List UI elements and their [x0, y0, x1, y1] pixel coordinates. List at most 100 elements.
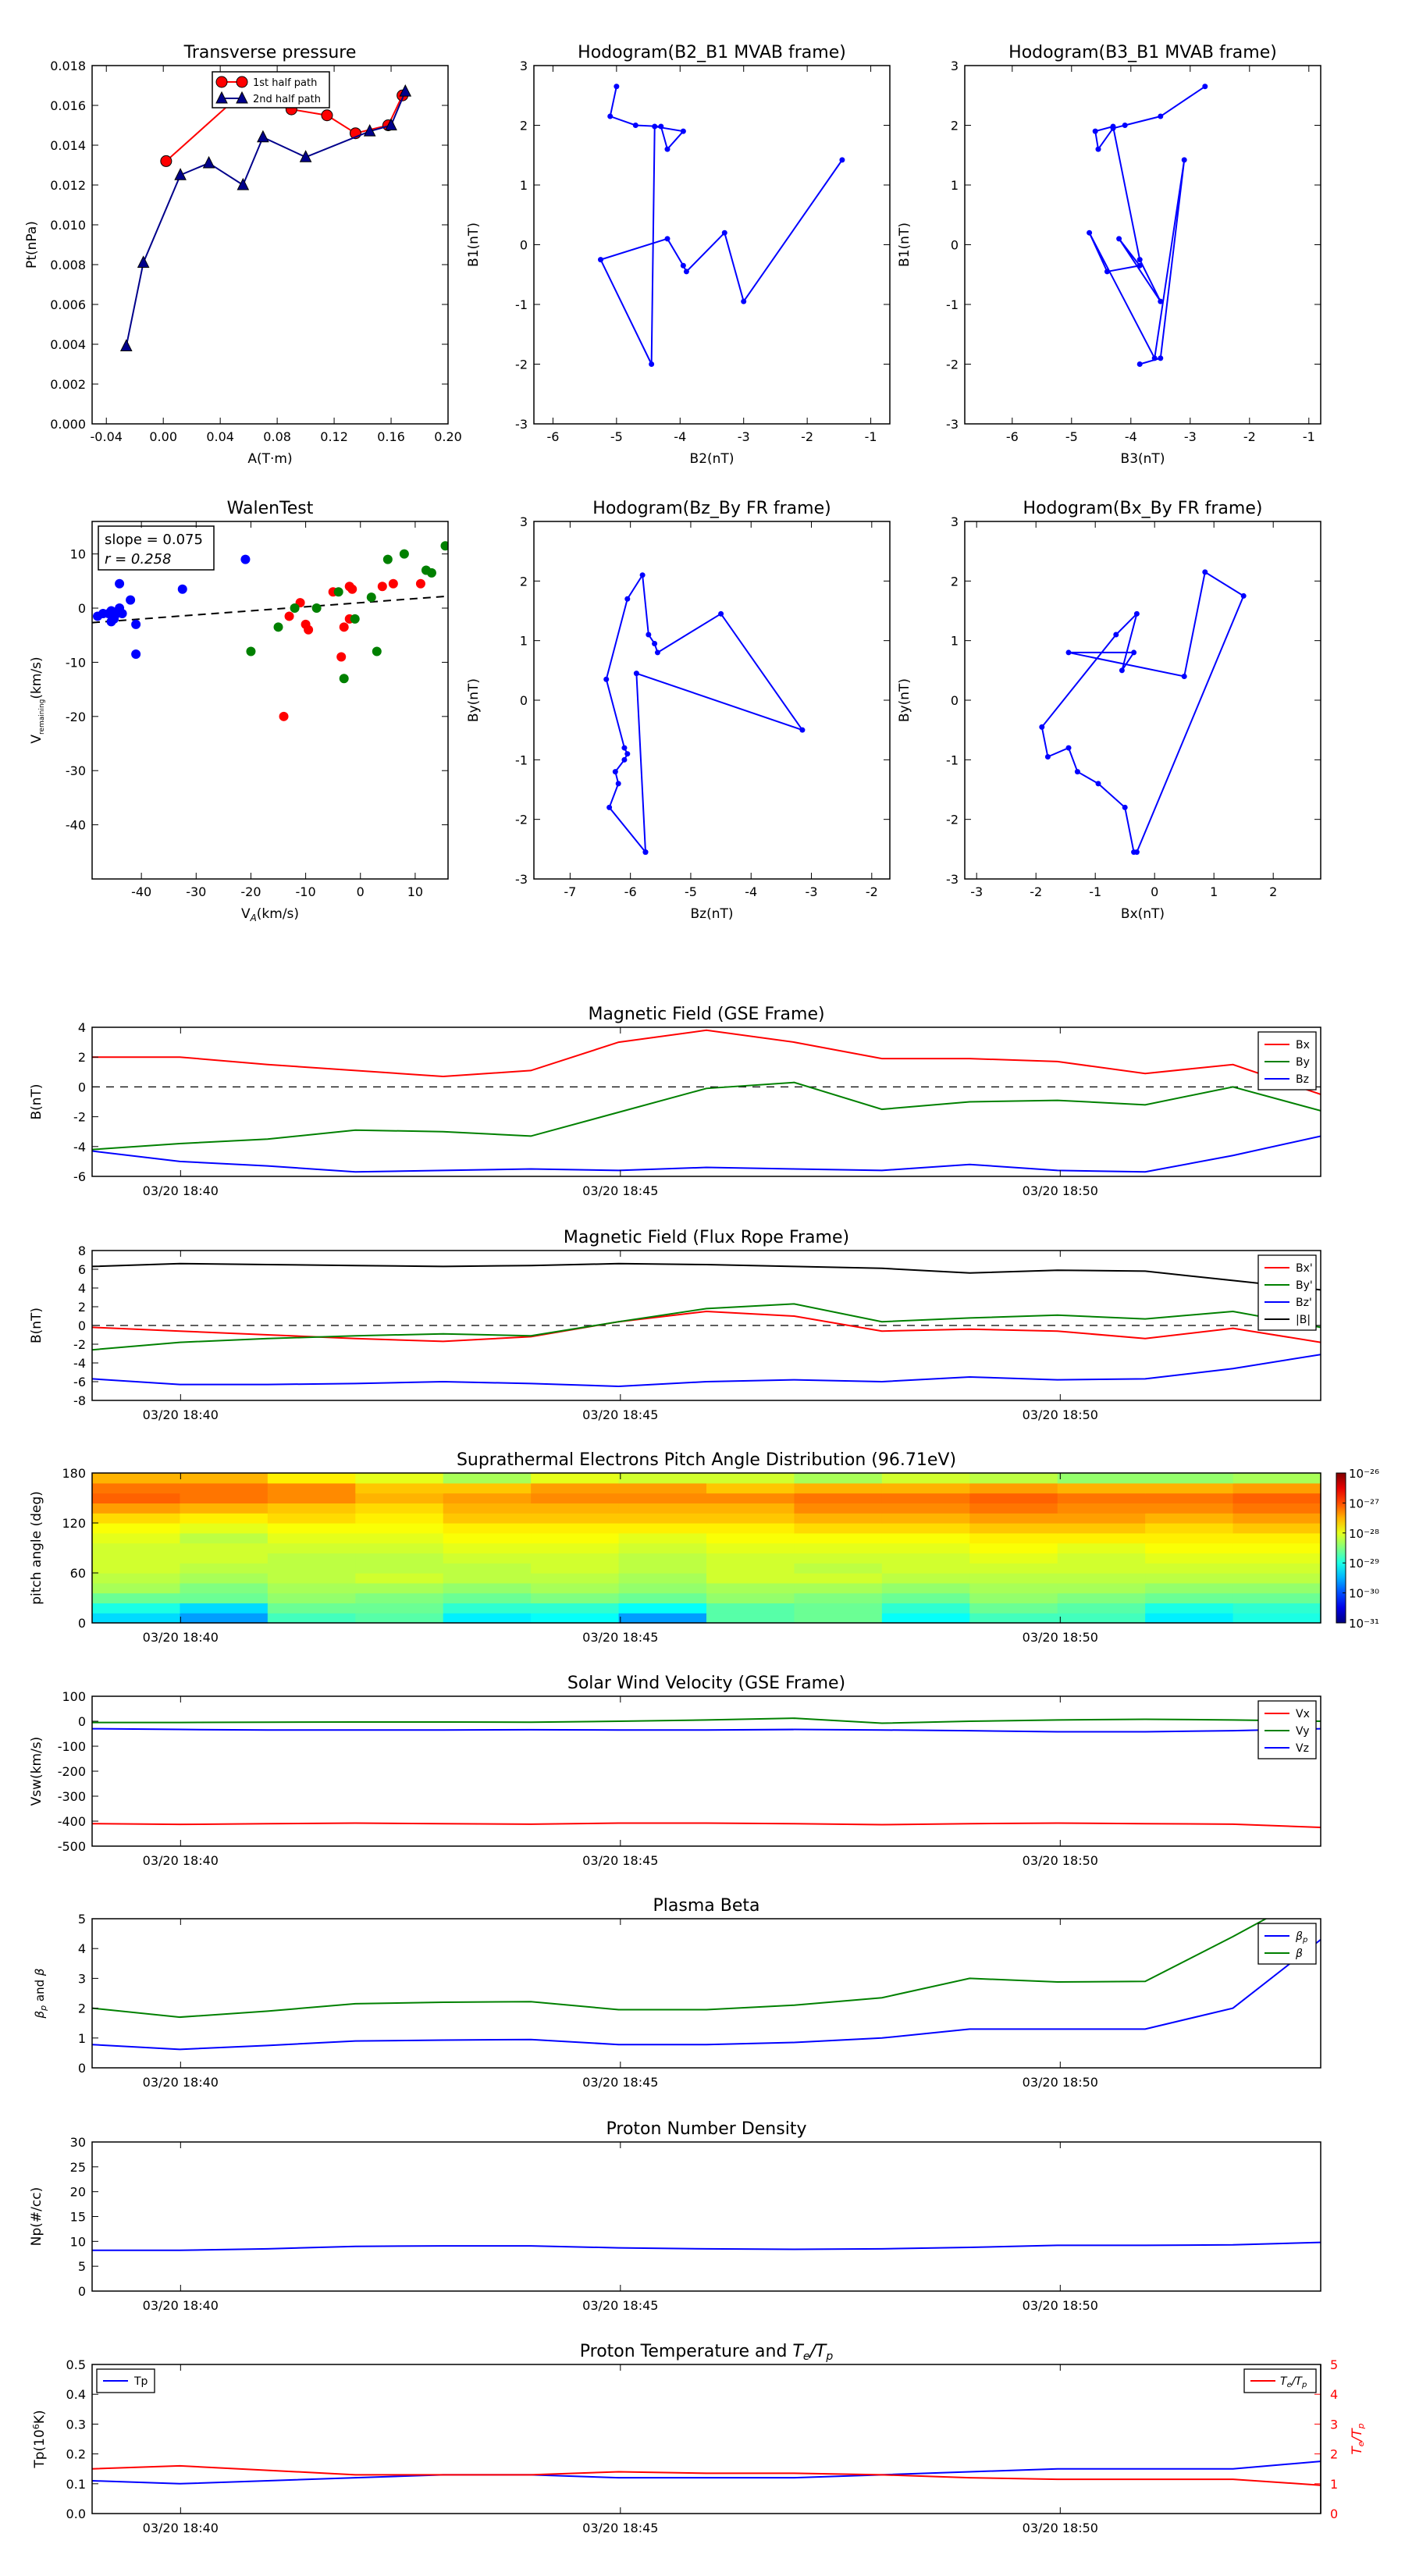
data-point [284, 611, 294, 621]
x-tick-label: -4 [674, 429, 686, 444]
heatmap-cell [180, 1553, 269, 1564]
data-point [1065, 745, 1072, 751]
y-tick-label: 3 [520, 59, 528, 73]
x-tick-label: -1 [865, 429, 877, 444]
heatmap-cell [1145, 1482, 1234, 1494]
legend-label: Vz [1296, 1742, 1309, 1755]
legend-box [1257, 1923, 1317, 1965]
heatmap-cell [1232, 1603, 1321, 1614]
x-axis-label: Bz(nT) [690, 906, 733, 922]
y-axis-label: B(nT) [29, 1308, 44, 1343]
hodo_bzby-plot-area [603, 572, 806, 856]
y-axis-label: Vsw(km/s) [29, 1737, 44, 1806]
y-tick-label: 0.4 [66, 2387, 86, 2402]
y-tick-label: -6 [73, 1375, 86, 1389]
y-tick-label: 0.2 [66, 2447, 86, 2462]
heatmap-cell [881, 1493, 970, 1503]
y-tick-label: 0.010 [50, 218, 86, 233]
data-point [1158, 355, 1164, 361]
y-tick-label: 1 [951, 178, 959, 193]
y-tick-label: 180 [62, 1466, 86, 1481]
heatmap-cell [92, 1553, 181, 1564]
data-point [131, 619, 141, 629]
hodo_bxby-axes-frame [964, 521, 1321, 880]
data-point [1113, 632, 1119, 638]
heatmap-cell [1057, 1563, 1146, 1574]
data-point [388, 578, 398, 589]
heatmap-cell [443, 1553, 532, 1564]
heatmap-cell [355, 1532, 444, 1544]
heatmap-cell [531, 1482, 620, 1494]
heatmap-cell [92, 1532, 181, 1544]
y-tick-label: -2 [515, 358, 528, 372]
y-tick-label: 120 [62, 1516, 86, 1531]
x-tick-label: -5 [610, 429, 623, 444]
y-tick-label: 0.012 [50, 178, 86, 193]
heatmap-cell [881, 1592, 970, 1603]
time-tick-label: 03/20 18:50 [1023, 1407, 1098, 1422]
y-tick-label: 3 [520, 514, 528, 529]
y-tick-label: -300 [58, 1789, 86, 1804]
x-tick-label: -6 [1006, 429, 1019, 444]
data-point [614, 84, 620, 90]
heatmap-cell [618, 1582, 707, 1594]
data-point [117, 608, 127, 618]
heatmap-cell [92, 1473, 181, 1484]
heatmap-cell [180, 1603, 269, 1614]
heatmap-cell [531, 1613, 620, 1624]
y-tick-label: -30 [66, 763, 86, 778]
data-point [311, 603, 322, 614]
heatmap-cell [706, 1482, 795, 1494]
data-point [339, 674, 349, 684]
data-point [612, 769, 618, 775]
hodo_b3b1-axes-frame [964, 65, 1321, 425]
time-tick-label: 03/20 18:40 [143, 1630, 219, 1645]
y-tick-label: -500 [58, 1839, 86, 1854]
transverse-axes-frame [91, 65, 449, 425]
y-axis-label: B1(nT) [897, 222, 912, 267]
series-line-hodogram [605, 572, 805, 853]
data-point [721, 229, 727, 236]
x-tick-label: 0.12 [320, 429, 348, 444]
heatmap-cell [969, 1532, 1058, 1544]
heatmap-cell [180, 1513, 269, 1524]
data-point [333, 587, 343, 597]
time-tick-label: 03/20 18:45 [582, 1407, 658, 1422]
y-tick-label: 10 [70, 547, 86, 562]
legend-label: By' [1296, 1279, 1313, 1292]
heatmap-cell [92, 1503, 181, 1514]
pad-title: Suprathermal Electrons Pitch Angle Distr… [457, 1450, 956, 1470]
heatmap-cell [618, 1613, 707, 1624]
heatmap-cell [355, 1513, 444, 1524]
bfr-plot-area [92, 1262, 1321, 1388]
y-tick-label: 4 [78, 1020, 86, 1035]
title-math: /T [809, 2342, 827, 2361]
x-tick-label: -4 [1125, 429, 1137, 444]
x-tick-label: -7 [564, 884, 576, 899]
heatmap-cell [1145, 1523, 1234, 1534]
y-tick-label: 0.000 [50, 417, 86, 432]
hodo_bzby-ticks: -7 -6 -5 -4 -3 -2 -3 -2 -1 0 1 2 3 [515, 514, 890, 899]
legend-label: |B| [1296, 1314, 1311, 1326]
np-title: Proton Number Density [606, 2119, 807, 2139]
time-tick-label: 03/20 18:45 [582, 1853, 658, 1868]
y-axis-label: Vremaining(km/s) [29, 656, 46, 743]
series-line-Bz [92, 1135, 1321, 1173]
y-tick-label: -20 [66, 710, 86, 724]
x-axis-label-rest: (km/s) [257, 906, 299, 922]
y-tick-label: -4 [73, 1356, 86, 1371]
data-point [1110, 123, 1116, 130]
y-tick-label: -8 [73, 1393, 86, 1408]
heatmap-cell [618, 1573, 707, 1584]
y-tick-label: 0.0 [66, 2507, 86, 2521]
heatmap-cell [531, 1592, 620, 1603]
heatmap-cell [1057, 1503, 1146, 1514]
data-point [1202, 569, 1208, 575]
heatmap-cell [794, 1613, 883, 1624]
x-tick-label: -3 [970, 884, 983, 899]
legend-label: Vy [1296, 1725, 1310, 1738]
heatmap-cell [794, 1513, 883, 1524]
heatmap-cell [180, 1592, 269, 1603]
data-point [1095, 781, 1101, 787]
heatmap-cell [1232, 1473, 1321, 1484]
